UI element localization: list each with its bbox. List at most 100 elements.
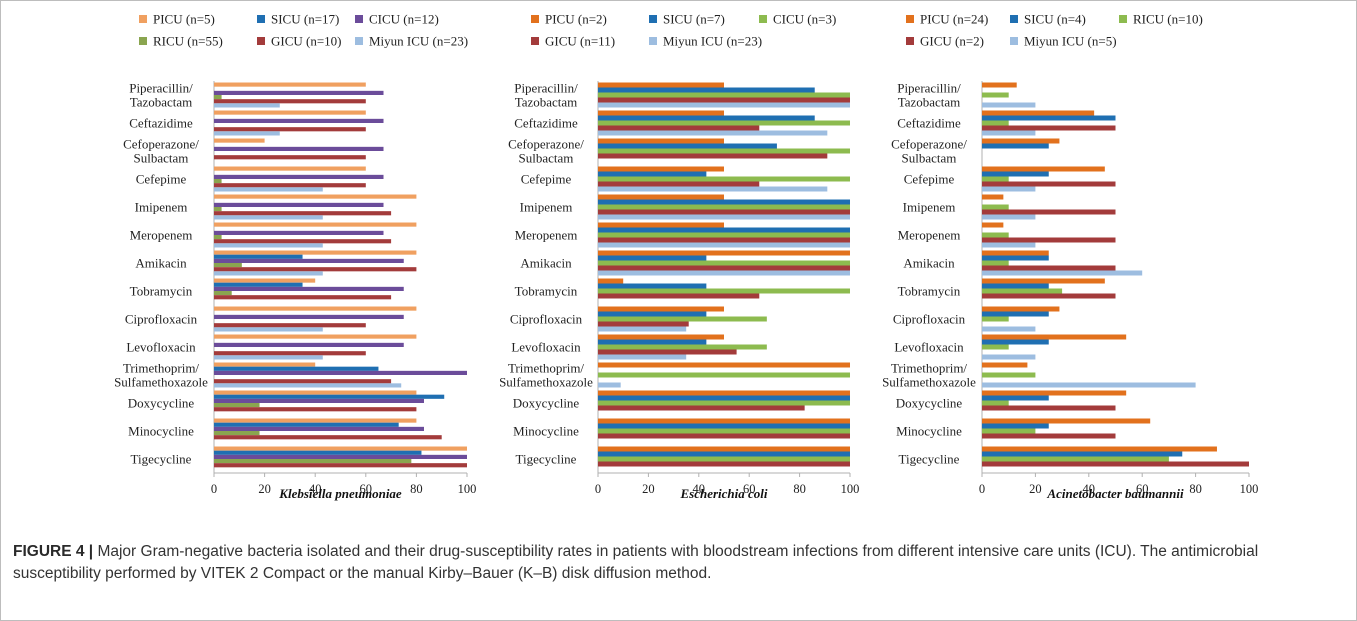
category-label: Tobramycin [515, 284, 578, 299]
bar [982, 186, 1036, 192]
bar [598, 237, 850, 243]
bar [982, 326, 1036, 332]
category-label: Tigecycline [899, 452, 960, 467]
bar [598, 143, 777, 149]
bar [598, 400, 850, 406]
legend-swatch [649, 15, 657, 23]
legend-label: Miyun ICU (n=23) [663, 34, 762, 49]
category-label: Minocycline [513, 424, 579, 439]
bar [214, 110, 366, 115]
bar [982, 382, 1196, 388]
x-axis-title: Acinetobacter baumannii [1046, 486, 1184, 501]
bar [982, 130, 1036, 136]
category-label: Ceftazidime [129, 116, 193, 131]
bar [214, 450, 422, 455]
bar [982, 82, 1017, 88]
legend-label: RICU (n=10) [1133, 12, 1203, 27]
figure-caption: FIGURE 4 | Major Gram-negative bacteria … [13, 541, 1343, 585]
bar [214, 263, 242, 268]
bar [598, 153, 828, 159]
legend-swatch [759, 15, 767, 23]
bar [214, 323, 366, 328]
bar [598, 209, 850, 215]
bar [214, 271, 323, 276]
bar [598, 382, 621, 388]
bar [214, 379, 392, 384]
bar [214, 366, 379, 371]
bar [214, 258, 404, 263]
bar [982, 278, 1105, 284]
bar [598, 423, 850, 429]
bar [598, 451, 850, 457]
bar [598, 349, 737, 355]
bar [982, 260, 1009, 266]
bar [598, 390, 850, 396]
x-tick-label: 60 [743, 482, 756, 496]
bar [214, 342, 404, 347]
bar [598, 171, 707, 177]
bar [214, 222, 417, 227]
bar [214, 146, 384, 151]
legend-swatch [257, 37, 265, 45]
bar [598, 395, 850, 401]
x-tick-label: 100 [841, 482, 860, 496]
bar [214, 383, 402, 388]
bar [598, 138, 724, 144]
bar [214, 426, 424, 431]
bar [598, 316, 767, 322]
bar [214, 454, 467, 459]
category-label: Cefepime [904, 172, 955, 187]
bar [214, 459, 412, 464]
category-label: Tigecycline [516, 452, 577, 467]
bar [598, 194, 724, 200]
bar [982, 390, 1127, 396]
bar [598, 321, 689, 327]
category-label: Sulbactam [134, 151, 189, 166]
bar [982, 232, 1009, 238]
legend-swatch [906, 37, 914, 45]
bar [982, 334, 1127, 340]
bar [598, 227, 850, 233]
category-label: Sulbactam [902, 151, 957, 166]
bar [214, 118, 384, 123]
legend-swatch [531, 15, 539, 23]
legend-label: SICU (n=17) [271, 12, 339, 27]
bar [598, 255, 707, 261]
bar [982, 344, 1009, 350]
legend-swatch [257, 15, 265, 23]
bar [982, 400, 1009, 406]
x-axis-title: Escherichia coli [679, 486, 767, 501]
bar [982, 222, 1004, 228]
bar [598, 250, 850, 256]
figure-caption-text: Major Gram-negative bacteria isolated an… [13, 543, 1259, 582]
bar [982, 456, 1169, 462]
bar [214, 82, 366, 87]
bar [982, 423, 1049, 429]
category-label: Meropenem [898, 228, 961, 243]
x-tick-label: 20 [1029, 482, 1042, 496]
figure-label: FIGURE 4 | [13, 543, 94, 560]
legend-swatch [139, 37, 147, 45]
bar [598, 199, 850, 205]
bar [214, 243, 323, 248]
x-tick-label: 100 [458, 482, 477, 496]
bar [598, 242, 850, 248]
bar [214, 187, 323, 192]
legend-label: SICU (n=4) [1024, 12, 1086, 27]
bar [598, 125, 760, 131]
bar [214, 306, 417, 311]
chart-panel-2: PICU (n=2) SICU (n=7) CICU (n=3) GICU (n=11… [499, 12, 859, 502]
bar [982, 339, 1049, 345]
bar [982, 120, 1009, 126]
bar [982, 214, 1036, 220]
category-label: Cefepime [521, 172, 572, 187]
bar [214, 398, 424, 403]
category-label: Trimethoprim/ [508, 361, 584, 376]
bar [598, 433, 850, 439]
bar [214, 278, 316, 283]
bar [598, 130, 828, 136]
bar [214, 254, 303, 259]
bar [214, 355, 323, 360]
bar [214, 127, 366, 132]
bar [982, 283, 1049, 289]
